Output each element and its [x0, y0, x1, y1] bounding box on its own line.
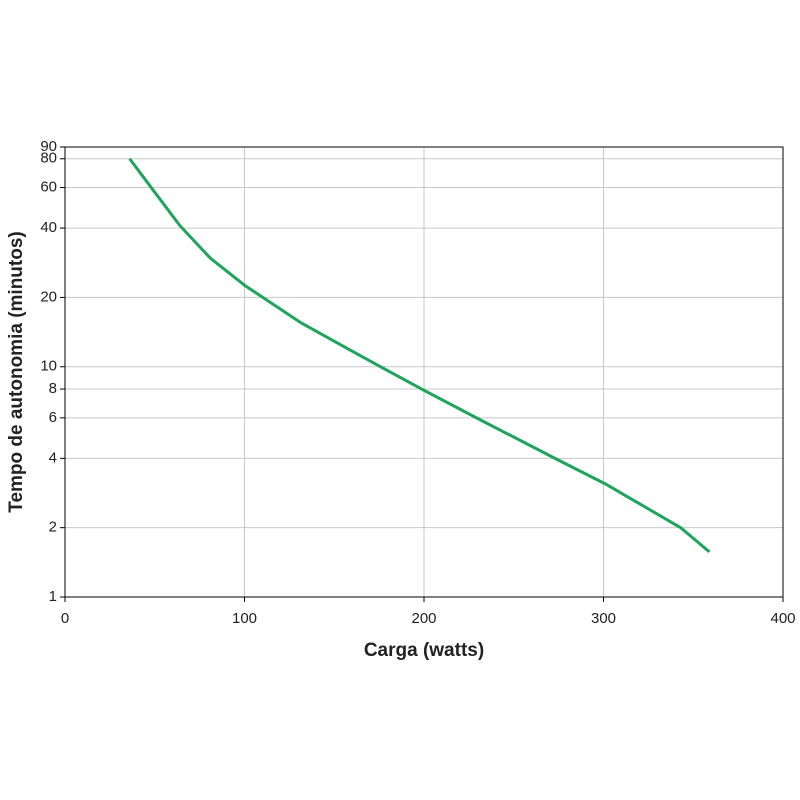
y-tick-label: 1	[49, 588, 57, 605]
y-tick-label: 6	[49, 409, 57, 426]
y-tick-label: 2	[49, 519, 57, 536]
y-tick-label: 10	[40, 358, 57, 375]
y-tick-label: 40	[40, 219, 57, 236]
x-tick-label: 0	[61, 610, 69, 627]
y-tick-label: 20	[40, 288, 57, 305]
y-tick-label: 4	[49, 449, 57, 466]
data-line	[128, 157, 711, 554]
x-tick-label: 400	[770, 610, 795, 627]
x-tick-label: 300	[591, 610, 616, 627]
y-tick-label: 8	[49, 380, 57, 397]
y-axis-title: Tempo de autonomia (minutos)	[6, 231, 27, 512]
plot-frame	[64, 146, 784, 598]
y-tick-label: 90	[40, 138, 57, 155]
x-axis-title: Carga (watts)	[364, 640, 484, 661]
y-tick-label: 60	[40, 179, 57, 196]
x-tick-label: 200	[411, 610, 436, 627]
y-tick-label: 80	[40, 150, 57, 167]
x-tick-label: 100	[232, 610, 257, 627]
